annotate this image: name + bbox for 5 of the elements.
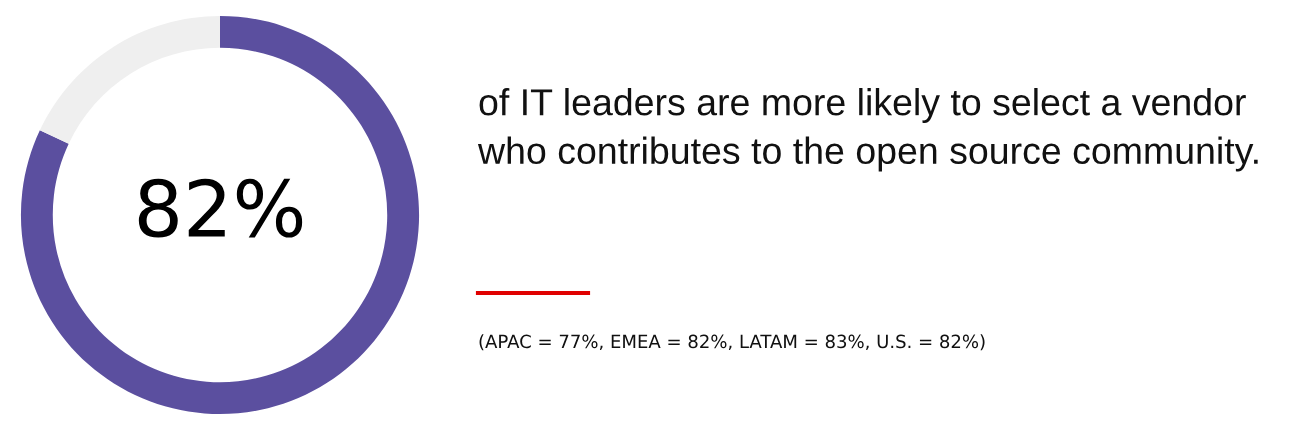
text: of IT leaders are more likely to select a vendor who contributes to the open source community. bbox=[477, 88, 1258, 172]
text: (APAC = 77%, EMEA = 82%, LATAM = 83%, U.S. = 82%) bbox=[479, 334, 985, 351]
data-label: 82% bbox=[138, 178, 303, 238]
donut-slice bbox=[20, 15, 420, 415]
donut-slice bbox=[39, 15, 220, 144]
